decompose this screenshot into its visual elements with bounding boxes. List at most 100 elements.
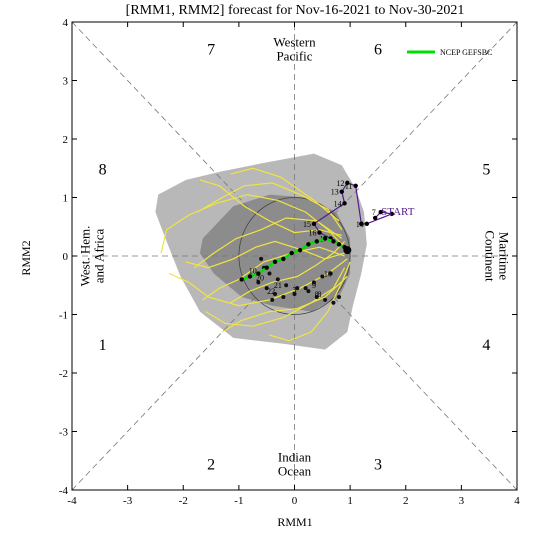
member-point: [303, 286, 308, 291]
region-label-line: Continent: [483, 230, 498, 282]
member-track: [221, 276, 348, 333]
current-position-marker: [343, 246, 352, 255]
x-tick-label: 3: [459, 495, 465, 507]
forecast-day-label: 10: [324, 269, 332, 278]
observed-point: [345, 180, 350, 186]
region-label: West. Hem. and Africa: [77, 226, 106, 287]
observed-point: [389, 211, 395, 217]
x-tick-label: -2: [179, 495, 188, 507]
ensemble-mean-point: [331, 239, 336, 244]
member-point: [292, 292, 297, 297]
ensemble-mean-point: [256, 271, 261, 276]
member-label: 3: [293, 285, 297, 294]
ensemble-mean-point: [336, 242, 342, 247]
observed-point-label: 14: [334, 199, 342, 208]
legend: NCEP GEFSBC: [407, 48, 492, 57]
forecast-day-label: 9: [312, 281, 316, 290]
chart-title: [RMM1, RMM2] forecast for Nov-16-2021 to…: [126, 3, 465, 18]
region-label-line: Indian: [278, 450, 312, 465]
x-tick-label: -4: [67, 495, 77, 507]
region-label-line: and Africa: [91, 229, 106, 284]
region-label-line: Western: [273, 34, 316, 49]
ensemble-mean-point: [247, 274, 253, 279]
ensemble-mean-point: [272, 259, 278, 265]
member-point: [259, 256, 264, 261]
legend-label-ncep: NCEP GEFSBC: [440, 48, 492, 57]
ensemble-mean-point: [306, 242, 311, 247]
observed-point-label: 16: [309, 229, 317, 238]
member-point: [328, 271, 333, 276]
member-point: [323, 297, 328, 302]
observed-point: [317, 230, 322, 235]
forecast-track: 71011121314151617START1098: [239, 179, 415, 299]
observed-point-label: 13: [331, 188, 339, 197]
member-point: [320, 274, 325, 279]
member-point: [270, 297, 275, 302]
observed-point-label: 15: [303, 220, 311, 229]
ensemble-mean-point: [239, 277, 244, 282]
member-track: [202, 246, 345, 301]
start-label: START: [381, 206, 415, 218]
observed-point: [311, 221, 317, 227]
region-label-line: Ocean: [278, 464, 312, 479]
phase-number-label: 1: [99, 337, 107, 354]
member-track: [196, 182, 343, 231]
y-tick-label: 1: [63, 193, 69, 205]
forecast-day-label: 8: [318, 290, 322, 299]
phase-number-label: 3: [374, 457, 382, 474]
member-point: [295, 286, 300, 291]
ensemble-mean-point: [264, 265, 269, 270]
x-tick-label: 4: [514, 495, 520, 507]
observed-point: [364, 221, 370, 227]
ensemble-mean-point: [289, 250, 294, 256]
observed-point: [359, 221, 364, 227]
x-tick-label: 2: [403, 495, 409, 507]
phase-number-label: 7: [207, 41, 215, 58]
member-track: [230, 167, 340, 222]
member-point: [337, 294, 341, 299]
member-point: [314, 294, 319, 299]
phase-number-label: 2: [207, 457, 215, 474]
observed-point: [372, 215, 378, 221]
y-tick-label: 0: [63, 251, 69, 263]
member-point: [273, 292, 278, 297]
member-point: [306, 289, 311, 294]
diagonal-line: [333, 297, 518, 491]
x-tick-label: 1: [347, 495, 353, 507]
phase-number-label: 5: [482, 161, 490, 178]
observed-point-label: 12: [336, 179, 344, 188]
member-track: [230, 240, 346, 304]
x-axis-title: RMM1: [277, 515, 312, 529]
member-point: [311, 280, 316, 285]
x-tick-label: -3: [123, 495, 133, 507]
diagonal-line: [333, 21, 518, 215]
member-track: [185, 240, 345, 269]
y-tick-label: 2: [63, 134, 69, 146]
ensemble-mean-point: [314, 239, 319, 244]
member-track: [194, 217, 343, 269]
phase-number-label: 8: [99, 161, 107, 178]
member-point: [284, 283, 289, 288]
member-track: [205, 267, 346, 327]
member-label: 21: [274, 281, 282, 290]
x-tick-label: 0: [292, 495, 298, 507]
y-tick-label: -4: [59, 485, 69, 497]
member-point: [281, 294, 286, 299]
y-tick-label: 4: [63, 17, 69, 29]
phase-number-label: 4: [482, 337, 490, 354]
phase-grid: [71, 21, 518, 491]
ensemble-mean-point: [281, 256, 286, 262]
ensemble-mean-point: [322, 236, 328, 241]
y-tick-label: -1: [59, 310, 68, 322]
member-point: [331, 300, 336, 305]
phase-number-label: 6: [374, 41, 382, 58]
member-label: 22: [267, 287, 275, 296]
diagonal-line: [71, 21, 256, 215]
member-track: [199, 179, 342, 237]
y-tick-label: -3: [59, 427, 69, 439]
